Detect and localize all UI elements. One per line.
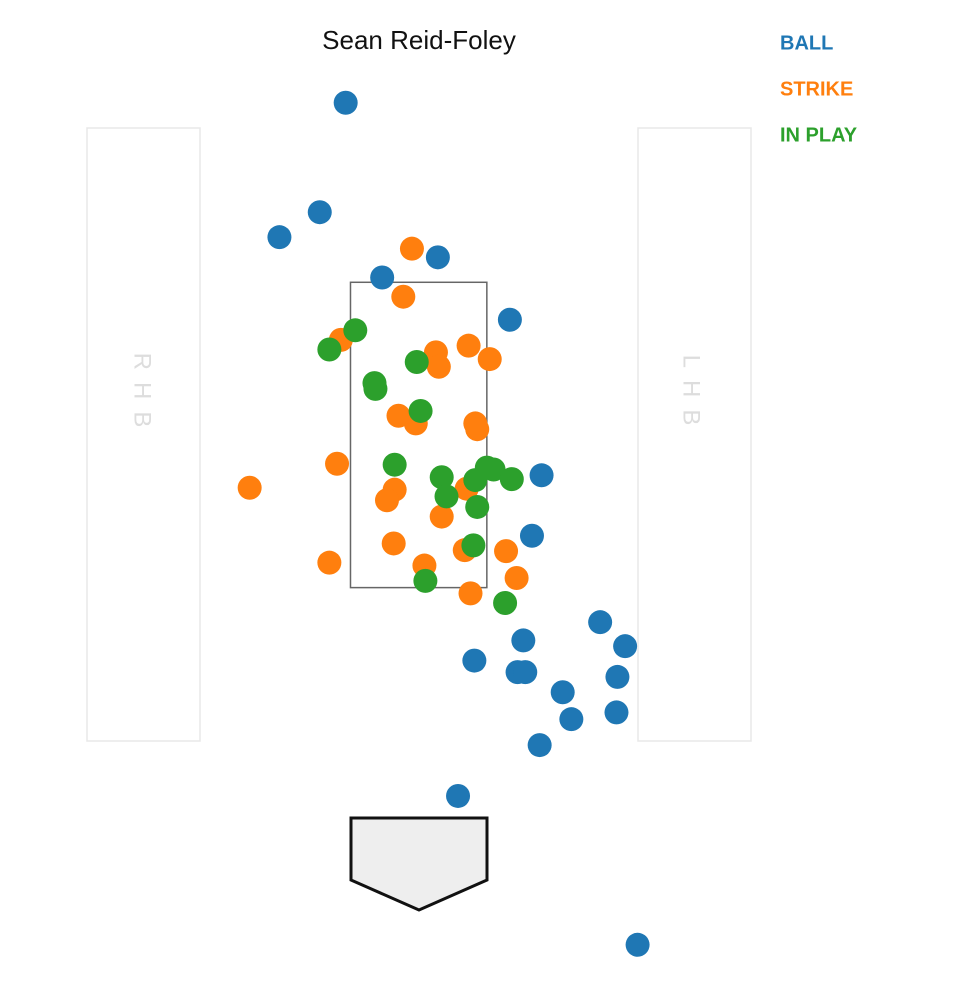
pitch-dot [381, 531, 406, 556]
pitch-dot [499, 467, 524, 492]
pitch-dot [425, 245, 450, 270]
pitch-dot [504, 566, 529, 591]
pitch-dot [413, 568, 438, 593]
lhb-box [637, 127, 752, 742]
pitch-dot [370, 265, 395, 290]
legend-entry: STRIKE [780, 78, 853, 100]
pitch-dot [481, 457, 506, 482]
pitch-dot [605, 664, 630, 689]
lhb-label: LHB [678, 355, 705, 438]
pitch-dot [550, 680, 575, 705]
pitch-dot [446, 783, 471, 808]
pitch-dot [477, 347, 502, 372]
pitch-dot [497, 307, 522, 332]
pitch-dot [458, 581, 483, 606]
pitch-dot [429, 504, 454, 529]
pitch-dot [267, 225, 292, 250]
pitch-dot [493, 590, 518, 615]
chart-title: Sean Reid-Foley [322, 25, 516, 55]
pitch-dot [462, 648, 487, 673]
rhb-label: RHB [129, 353, 156, 440]
pitch-dot [527, 733, 552, 758]
pitch-dot [465, 494, 490, 519]
pitch-dot [399, 236, 424, 261]
pitch-dot [625, 932, 650, 957]
pitch-dot [307, 200, 332, 225]
pitch-dot [604, 700, 629, 725]
pitch-dot [613, 634, 638, 659]
legend-entry: BALL [780, 32, 833, 54]
pitch-dot [588, 610, 613, 635]
pitch-dot [434, 484, 459, 509]
pitch-dot [363, 376, 388, 401]
pitch-dot [317, 337, 342, 362]
legend-entry: IN PLAY [780, 124, 858, 146]
pitch-dot [519, 523, 544, 548]
pitch-dot [343, 318, 368, 343]
pitch-dot [559, 707, 584, 732]
pitch-dot [237, 475, 262, 500]
pitch-dot [382, 452, 407, 477]
pitch-dot [408, 398, 433, 423]
pitch-dot [456, 333, 481, 358]
pitch-dot [325, 451, 350, 476]
pitch-dot [494, 539, 519, 564]
rhb-box [86, 127, 201, 742]
pitch-dot [511, 628, 536, 653]
pitch-dot [333, 90, 358, 115]
pitch-dot [404, 349, 429, 374]
pitch-dot [461, 533, 486, 558]
pitch-dot [465, 417, 490, 442]
pitch-dot [317, 550, 342, 575]
pitch-dot [529, 463, 554, 488]
pitch-dot [391, 284, 416, 309]
pitch-dot [374, 488, 399, 513]
pitch-dot [513, 660, 538, 685]
pitch-dot [429, 465, 454, 490]
pitch-dot [426, 354, 451, 379]
home-plate [349, 816, 489, 912]
